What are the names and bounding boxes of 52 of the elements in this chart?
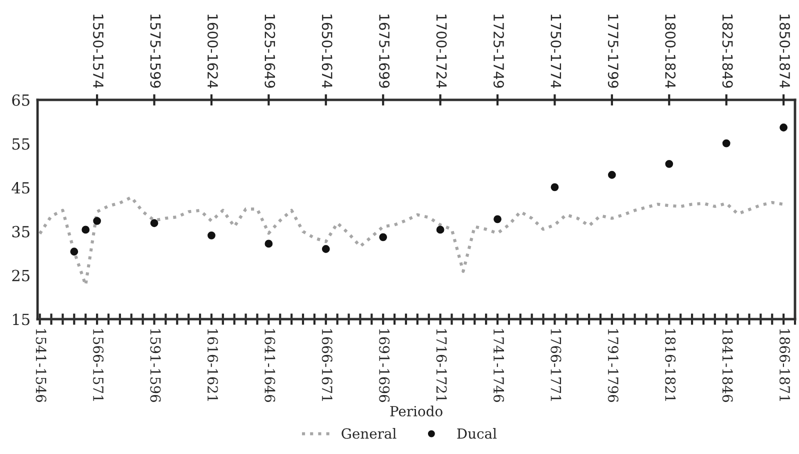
y-tick-label: 55: [12, 138, 30, 150]
annotation: 1800-1824: [665, 14, 676, 88]
annotation: 1625-1649: [264, 14, 276, 88]
annotation: 1850-1874: [780, 14, 790, 88]
point: [264, 240, 273, 248]
x-tick-label: 1566-1571: [93, 329, 104, 401]
point: [550, 183, 559, 192]
annotation: 1550-1574: [93, 14, 104, 88]
point: [208, 231, 216, 240]
legend-label: General: [342, 428, 396, 439]
x-tick-label: 1591-1596: [150, 329, 161, 402]
annotation: 1775-1799: [608, 14, 618, 88]
point: [93, 216, 102, 225]
x-tick-label: 1691-1696: [379, 329, 390, 402]
x-tick-label: 1791-1796: [608, 329, 618, 402]
x-tick-label: 1641-1646: [264, 329, 276, 402]
x-tick-label: 1541-1546: [36, 329, 46, 402]
point: [608, 170, 616, 179]
point: [780, 124, 788, 132]
point: [150, 219, 158, 228]
y-tick-label: 45: [12, 182, 30, 194]
y-tick-label: 15: [13, 314, 30, 326]
x-tick-label: 1816-1821: [665, 329, 676, 401]
annotation: 1700-1724: [436, 14, 447, 88]
y-tick-label: 65: [12, 94, 30, 106]
x-tick-label: 1741-1746: [493, 329, 504, 402]
line-series: [38, 196, 786, 286]
annotation: 1650-1674: [322, 14, 332, 88]
point: [322, 245, 330, 253]
x-tick-label: 1841-1846: [722, 329, 733, 402]
point: [665, 160, 674, 168]
x-tick-label: 1766-1771: [550, 329, 562, 401]
annotation: 1725-1749: [493, 14, 504, 88]
point: [494, 215, 502, 224]
legend-label: Ducal: [457, 428, 497, 439]
x-tick-label: 1866-1871: [780, 329, 790, 401]
point: [82, 226, 90, 234]
annotation: 1750-1774: [550, 14, 562, 88]
y-tick-label: 25: [12, 270, 30, 282]
point: [379, 233, 388, 242]
x-tick-label: 1666-1671: [322, 329, 332, 401]
y-tick-label: 35: [12, 226, 30, 238]
annotation: 1575-1599: [150, 14, 161, 88]
annotation: 1825-1849: [722, 14, 733, 88]
point: [436, 226, 444, 234]
point: [722, 139, 730, 148]
point: [70, 248, 78, 256]
annotation: 1675-1699: [379, 14, 390, 88]
x-tick-label: 1716-1721: [436, 329, 447, 401]
x-tick-label: 1616-1621: [207, 329, 218, 401]
annotation: 1600-1624: [207, 14, 218, 88]
x-axis-title: Periodo: [390, 406, 442, 416]
